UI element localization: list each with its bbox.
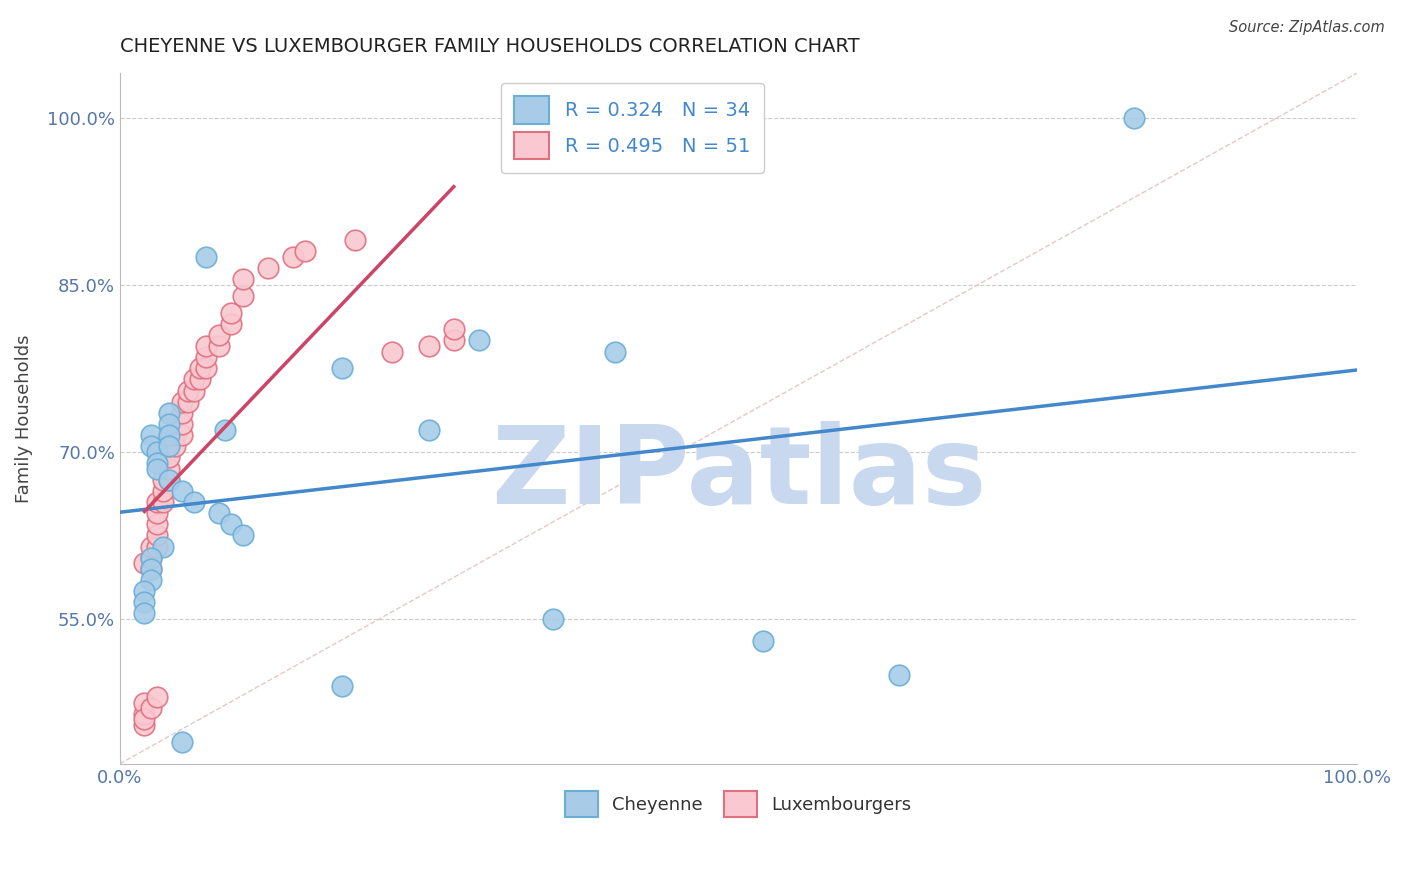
Text: CHEYENNE VS LUXEMBOURGER FAMILY HOUSEHOLDS CORRELATION CHART: CHEYENNE VS LUXEMBOURGER FAMILY HOUSEHOL… <box>120 37 859 56</box>
Point <box>443 334 465 348</box>
Point <box>152 483 174 498</box>
Point <box>146 690 169 704</box>
Point <box>157 473 180 487</box>
Point <box>152 540 174 554</box>
Point <box>232 289 254 303</box>
Point <box>134 712 156 726</box>
Point <box>139 439 162 453</box>
Point <box>183 372 205 386</box>
Point <box>157 406 180 420</box>
Point <box>152 495 174 509</box>
Point <box>214 423 236 437</box>
Point <box>208 327 231 342</box>
Point <box>281 250 304 264</box>
Point <box>157 417 180 431</box>
Point <box>177 394 200 409</box>
Point <box>134 607 156 621</box>
Point <box>195 339 218 353</box>
Point <box>208 506 231 520</box>
Point <box>170 734 193 748</box>
Point <box>134 718 156 732</box>
Point <box>139 550 162 565</box>
Point <box>165 428 187 442</box>
Point <box>889 667 911 681</box>
Point <box>146 517 169 532</box>
Point <box>157 473 180 487</box>
Text: Source: ZipAtlas.com: Source: ZipAtlas.com <box>1229 20 1385 35</box>
Point <box>146 540 169 554</box>
Point <box>165 439 187 453</box>
Point <box>170 483 193 498</box>
Point <box>152 473 174 487</box>
Point <box>170 406 193 420</box>
Point <box>195 350 218 364</box>
Point <box>146 528 169 542</box>
Point <box>157 461 180 475</box>
Point <box>177 384 200 398</box>
Point <box>195 361 218 376</box>
Point <box>183 495 205 509</box>
Point <box>418 339 440 353</box>
Point <box>208 339 231 353</box>
Point <box>170 394 193 409</box>
Point <box>134 584 156 599</box>
Point <box>188 361 211 376</box>
Point <box>157 439 180 453</box>
Point <box>134 696 156 710</box>
Y-axis label: Family Households: Family Households <box>15 334 32 503</box>
Point <box>157 439 180 453</box>
Point <box>170 428 193 442</box>
Point <box>134 557 156 571</box>
Point <box>139 428 162 442</box>
Point <box>343 233 366 247</box>
Point <box>183 384 205 398</box>
Point <box>541 612 564 626</box>
Point <box>752 634 775 648</box>
Point <box>146 456 169 470</box>
Point <box>1123 111 1146 125</box>
Point <box>139 562 162 576</box>
Point <box>170 417 193 431</box>
Point <box>467 334 489 348</box>
Point <box>294 244 316 259</box>
Point <box>146 495 169 509</box>
Point <box>139 540 162 554</box>
Point <box>219 317 242 331</box>
Point <box>219 306 242 320</box>
Point <box>146 461 169 475</box>
Point <box>188 372 211 386</box>
Point <box>139 701 162 715</box>
Point <box>146 445 169 459</box>
Point <box>146 506 169 520</box>
Point <box>232 272 254 286</box>
Text: ZIPatlas: ZIPatlas <box>491 421 986 527</box>
Point <box>332 361 354 376</box>
Point <box>139 550 162 565</box>
Point <box>232 528 254 542</box>
Point <box>418 423 440 437</box>
Point <box>139 573 162 587</box>
Point <box>381 344 404 359</box>
Point <box>134 706 156 721</box>
Point <box>443 322 465 336</box>
Point <box>257 261 280 276</box>
Legend: Cheyenne, Luxembourgers: Cheyenne, Luxembourgers <box>558 784 918 824</box>
Point <box>139 562 162 576</box>
Point <box>195 250 218 264</box>
Point <box>157 450 180 465</box>
Point <box>219 517 242 532</box>
Point <box>157 428 180 442</box>
Point <box>603 344 626 359</box>
Point <box>134 595 156 609</box>
Point <box>332 679 354 693</box>
